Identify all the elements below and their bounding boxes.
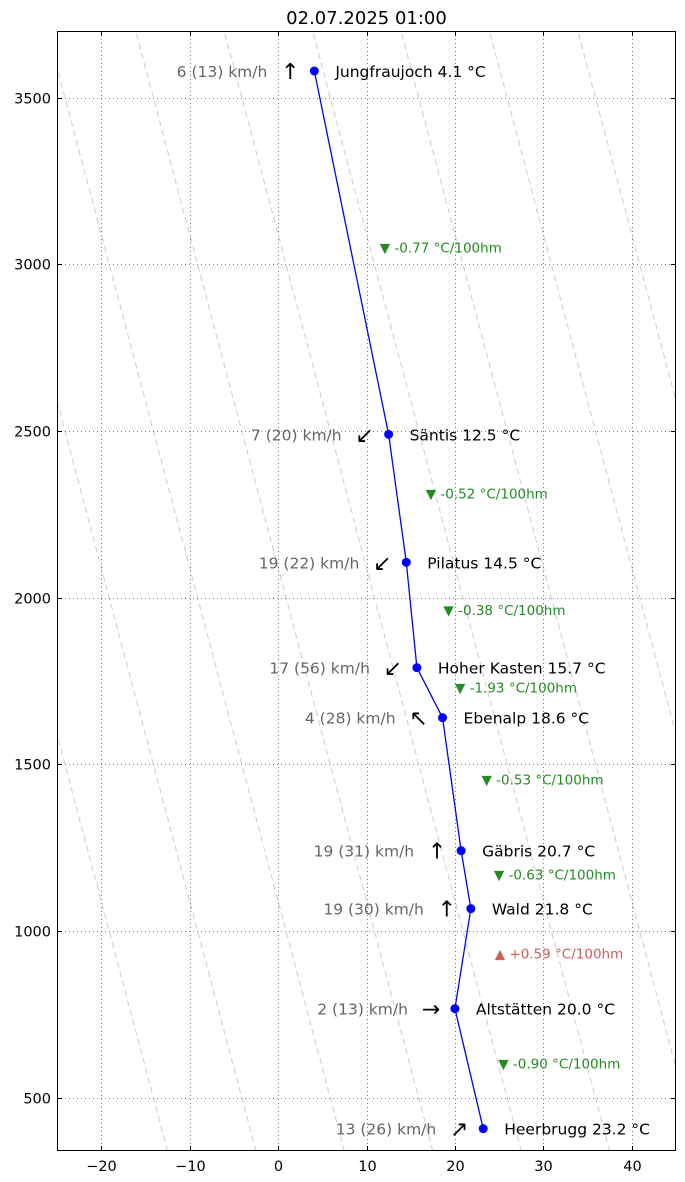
wind-direction-arrow: ↙ (384, 657, 402, 682)
lapse-rate-label: ▼ -0.52 °C/100hm (426, 487, 548, 503)
wind-direction-arrow: ↗ (450, 1118, 468, 1143)
wind-speed-label: 4 (28) km/h (305, 710, 396, 728)
wind-direction-arrow: ↑ (281, 60, 299, 85)
station-marker (384, 429, 394, 439)
wind-speed-label: 7 (20) km/h (251, 426, 342, 444)
dry-adiabat-line (400, 31, 676, 1070)
chart-title: 02.07.2025 01:00 (286, 8, 447, 29)
wind-speed-label: 19 (31) km/h (314, 843, 415, 861)
x-axis: −20 −10 0 10 20 30 40 (86, 31, 642, 1175)
wind-direction-arrow: ↙ (355, 423, 373, 448)
wind-speed-label: 19 (30) km/h (323, 901, 424, 919)
wind-speed-label: 13 (26) km/h (336, 1121, 437, 1139)
y-tick-label: 2500 (14, 425, 51, 441)
y-tick-label: 500 (23, 1092, 51, 1108)
station-marker (401, 557, 411, 567)
lapse-rate-label: ▼ -0.53 °C/100hm (481, 772, 603, 788)
x-tick-label: 40 (623, 1159, 641, 1175)
y-axis: 500 1000 1500 2000 2500 3000 3500 (14, 92, 676, 1108)
station-label: Pilatus 14.5 °C (427, 554, 541, 572)
station-marker (309, 66, 319, 76)
lapse-rate-label: ▼ -0.77 °C/100hm (380, 241, 502, 257)
station-marker (478, 1124, 488, 1134)
station-label: Säntis 12.5 °C (410, 426, 521, 444)
dry-adiabat-line (223, 31, 522, 1151)
wind-direction-arrow: ↖ (409, 707, 427, 732)
x-tick-label: −10 (175, 1159, 206, 1175)
x-tick-label: 20 (446, 1159, 464, 1175)
station-marker (456, 846, 466, 856)
dry-adiabat-line (57, 732, 169, 1151)
temperature-line (313, 70, 484, 1129)
wind-speed-label: 2 (13) km/h (317, 1001, 408, 1019)
grid-lines (57, 31, 676, 1151)
lapse-rate-label: ▼ -0.38 °C/100hm (443, 603, 565, 619)
station-label: Hoher Kasten 15.7 °C (438, 660, 606, 678)
station-label: Wald 21.8 °C (492, 901, 593, 919)
station-label: Altstätten 20.0 °C (476, 1001, 615, 1019)
y-tick-label: 2000 (14, 592, 51, 608)
lapse-rate-label: ▼ -0.63 °C/100hm (494, 868, 616, 884)
dry-adiabat-line (57, 399, 257, 1151)
dry-adiabat-line (488, 31, 676, 737)
dry-adiabat-lines (57, 31, 676, 1151)
dry-adiabat-line (135, 31, 434, 1151)
y-tick-label: 3000 (14, 258, 51, 274)
y-tick-label: 3500 (14, 92, 51, 108)
y-tick-label: 1500 (14, 758, 51, 774)
x-tick-label: −20 (86, 1159, 117, 1175)
x-tick-label: 0 (274, 1159, 283, 1175)
y-tick-label: 1000 (14, 925, 51, 941)
lapse-rate-label: ▼ -0.90 °C/100hm (498, 1057, 620, 1073)
x-tick-label: 10 (358, 1159, 376, 1175)
plot-frame (57, 31, 676, 1151)
station-label: Jungfraujoch 4.1 °C (334, 63, 485, 81)
lapse-rate-label: ▲ +0.59 °C/100hm (495, 947, 624, 963)
x-tick-label: 30 (534, 1159, 552, 1175)
wind-direction-arrow: → (422, 998, 440, 1023)
station-label: Gäbris 20.7 °C (482, 843, 595, 861)
dry-adiabat-line (577, 31, 676, 403)
annotations: Jungfraujoch 4.1 °C ↑ 6 (13) km/h Säntis 12… (177, 60, 650, 1143)
temperature-series (309, 66, 488, 1134)
wind-speed-label: 19 (22) km/h (259, 554, 360, 572)
station-marker (450, 1004, 460, 1014)
wind-direction-arrow: ↑ (428, 840, 446, 865)
wind-direction-arrow: ↙ (373, 551, 391, 576)
dry-adiabat-line (57, 65, 345, 1151)
wind-speed-label: 6 (13) km/h (177, 63, 268, 81)
station-marker (466, 904, 476, 914)
wind-speed-label: 17 (56) km/h (269, 660, 370, 678)
station-marker (412, 663, 422, 673)
wind-direction-arrow: ↑ (438, 898, 456, 923)
station-marker (438, 713, 448, 723)
station-label: Ebenalp 18.6 °C (464, 710, 590, 728)
lapse-rate-label: ▼ -1.93 °C/100hm (455, 681, 577, 697)
dry-adiabat-line (312, 31, 611, 1151)
station-label: Heerbrugg 23.2 °C (504, 1121, 650, 1139)
